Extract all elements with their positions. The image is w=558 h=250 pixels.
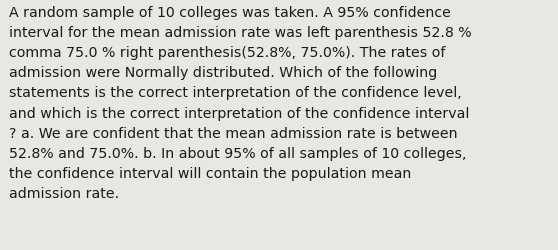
Text: A random sample of 10 colleges was taken. A 95% confidence
interval for the mean: A random sample of 10 colleges was taken… — [9, 6, 472, 200]
